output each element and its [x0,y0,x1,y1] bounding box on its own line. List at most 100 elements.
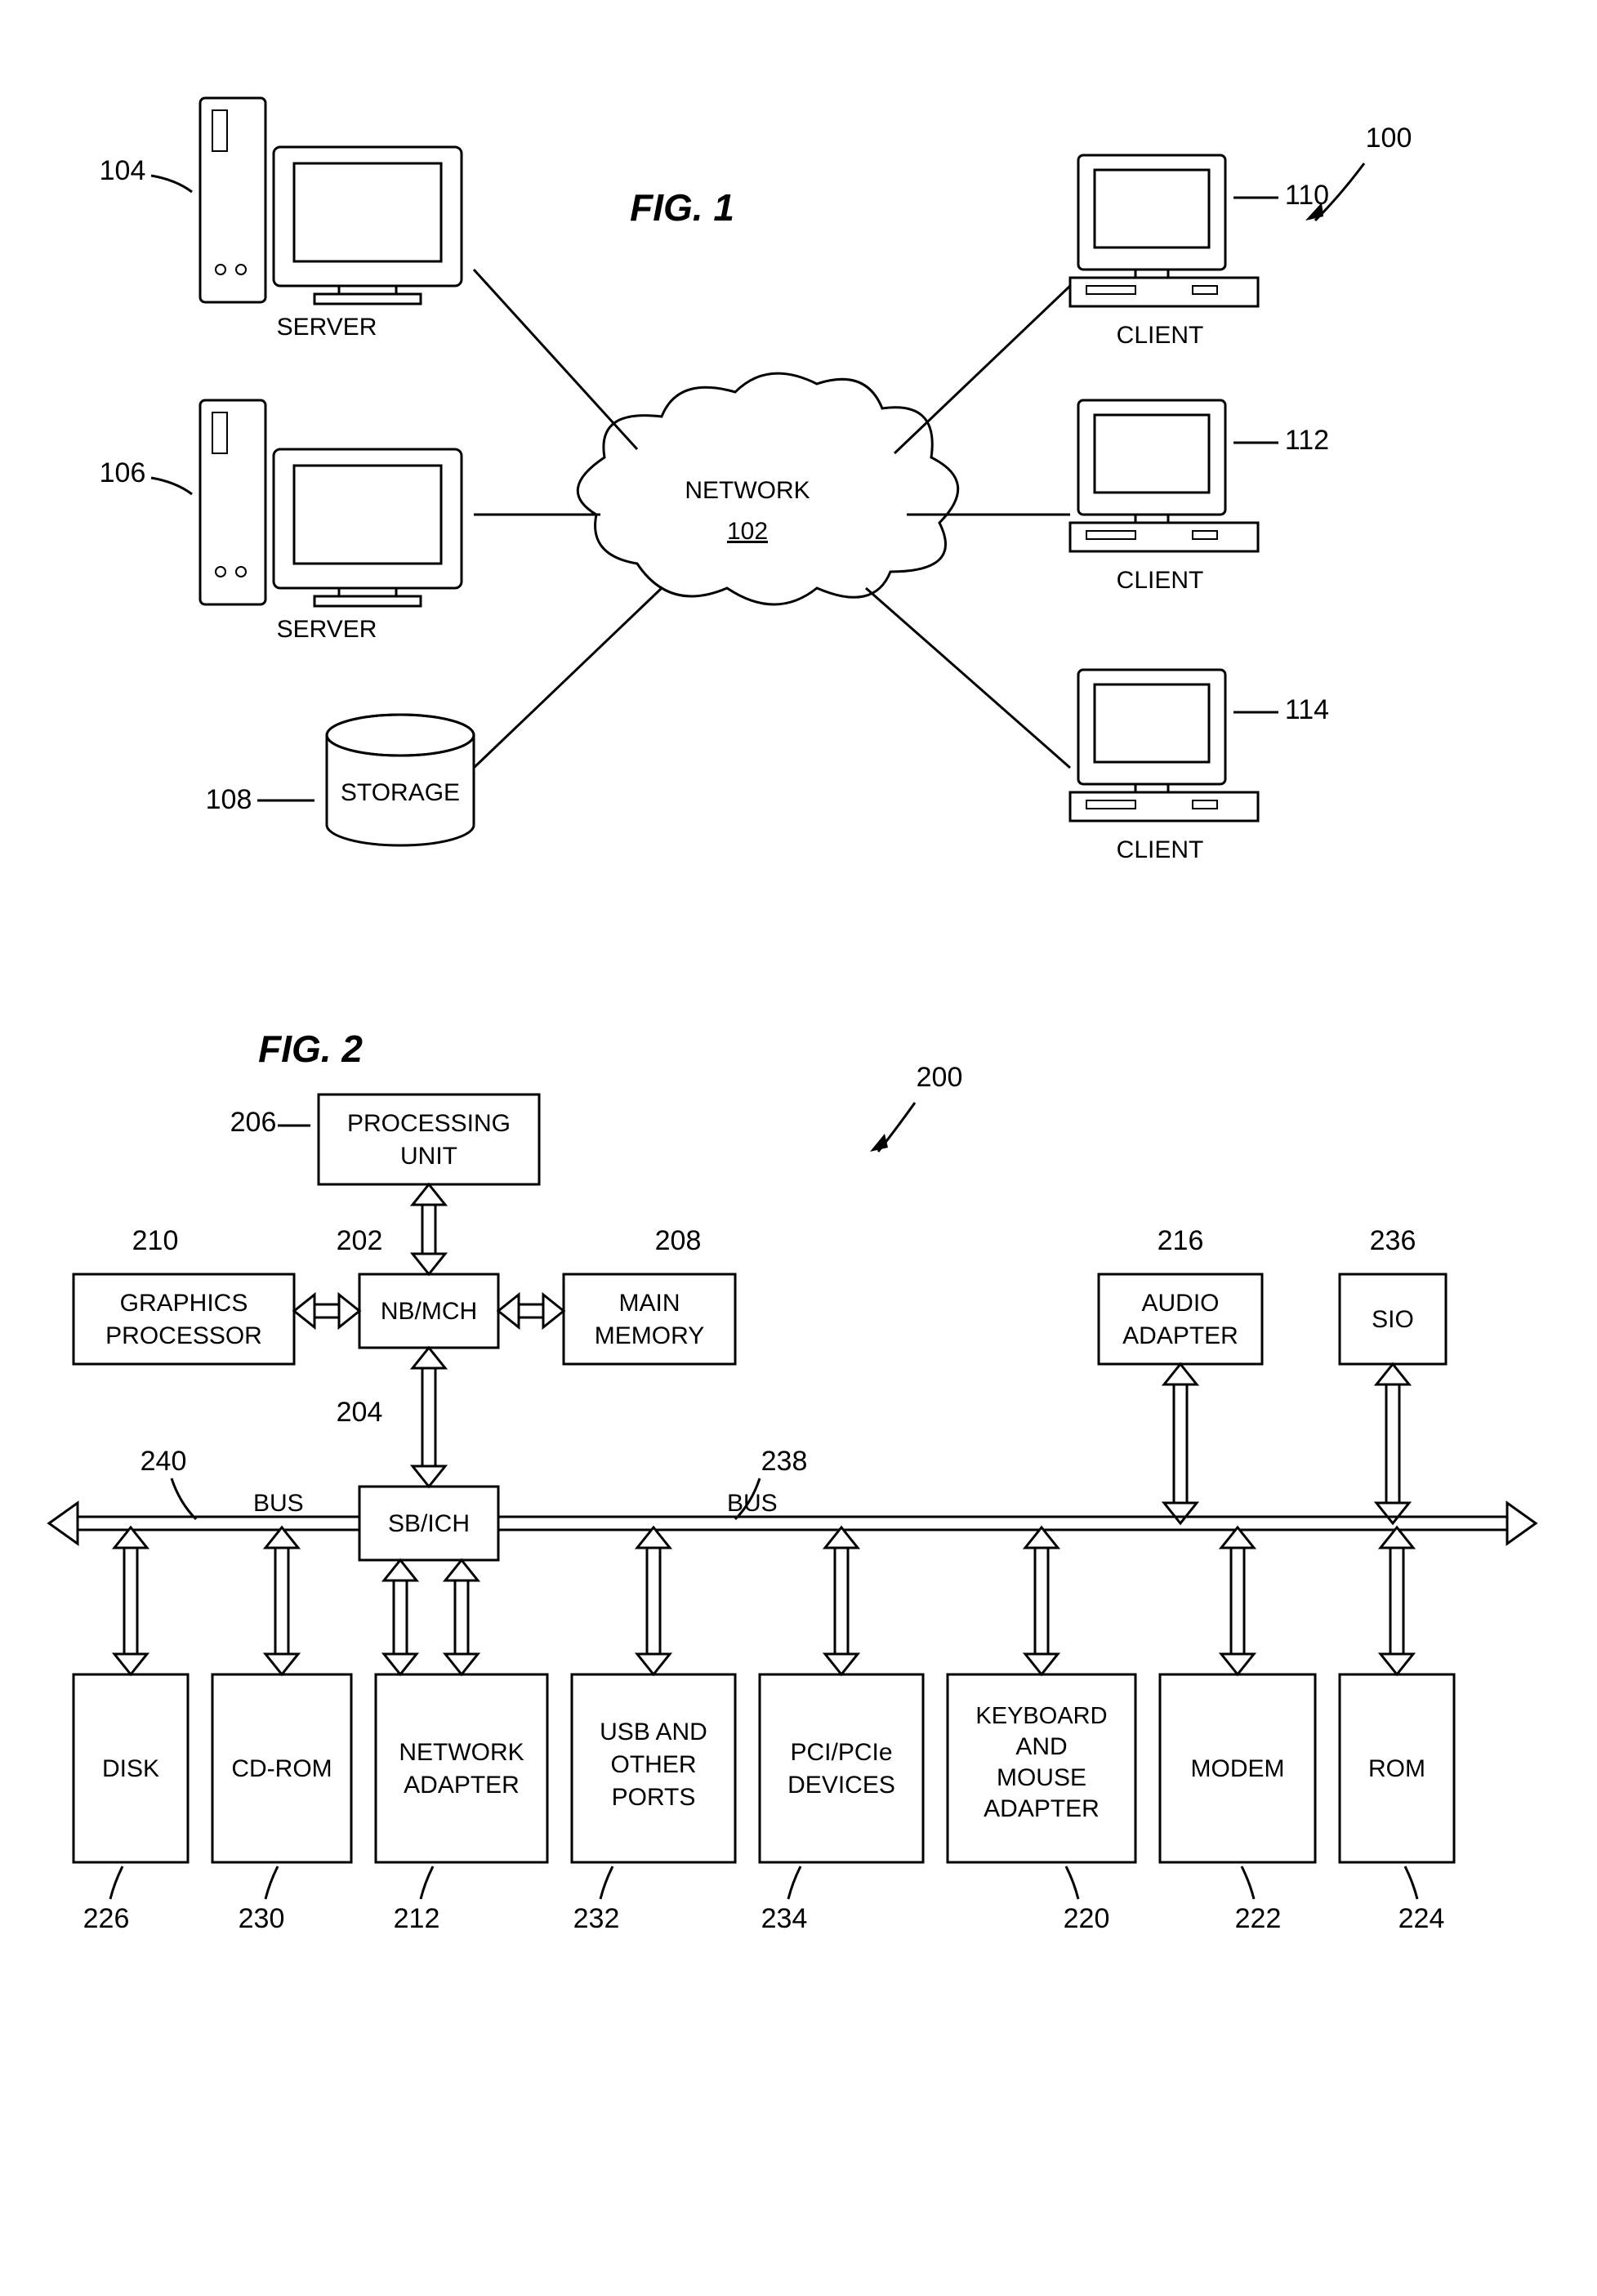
client3-label: CLIENT [1117,836,1204,863]
line-client3 [866,588,1070,768]
sio-ref: 236 [1370,1225,1416,1256]
fig2-system-arrowhead [870,1134,888,1152]
bus-right-ref: 238 [761,1446,808,1477]
audio-ref: 216 [1158,1225,1204,1256]
nbmch-ref: 202 [337,1225,383,1256]
sbich-ref: 204 [337,1397,383,1428]
sio-label: SIO [1372,1306,1414,1333]
disk-leader [110,1866,123,1899]
arrow-bus-pci [825,1527,858,1674]
usb-label1: USB AND [600,1719,707,1745]
modem-ref: 222 [1235,1903,1282,1934]
pci-ref: 234 [761,1903,808,1934]
na-label1: NETWORK [399,1739,524,1766]
rom-ref: 224 [1398,1903,1445,1934]
server1: SERVER 104 [100,98,462,341]
client1-ref: 110 [1285,180,1329,211]
network-ref: 102 [727,518,768,545]
arrow-nbmch-mem [498,1295,564,1327]
kbd-label3: MOUSE [997,1764,1086,1791]
arrow-bus-cdrom [265,1527,298,1674]
kbd-ref: 220 [1064,1903,1110,1934]
arrow-proc-nbmch [413,1184,445,1274]
network-label: NETWORK [685,477,810,504]
line-client1 [894,286,1070,453]
proc-label2: UNIT [400,1143,457,1170]
modem-label: MODEM [1191,1755,1285,1782]
client3: CLIENT 114 [1070,670,1329,863]
usb-label3: PORTS [612,1784,696,1811]
proc-label1: PROCESSING [347,1110,511,1137]
bus-left-ref: 240 [141,1446,187,1477]
storage-label: STORAGE [341,779,460,806]
kbd-label1: KEYBOARD [975,1703,1107,1729]
arrow-sbich-down2 [445,1560,478,1674]
network-cloud: NETWORK 102 [578,373,957,604]
kbd-label2: AND [1015,1733,1067,1760]
storage: STORAGE 108 [206,715,474,845]
proc-ref: 206 [230,1107,277,1138]
diagram-canvas: FIG. 1 100 NETWORK 102 [16,16,1597,2280]
fig2-title: FIG. 2 [258,1028,363,1070]
client2-ref: 112 [1285,425,1329,456]
arrow-bus-kbd [1025,1527,1058,1674]
nbmch-label: NB/MCH [381,1298,477,1325]
disk-ref: 226 [83,1903,130,1934]
fig2-group: FIG. 2 200 PROCESSING UNIT 206 NB/MCH 20… [49,1028,1536,1934]
gfx-label1: GRAPHICS [120,1290,248,1317]
audio-label2: ADAPTER [1122,1322,1238,1349]
client2: CLIENT 112 [1070,400,1329,594]
fig1-system-ref: 100 [1366,123,1412,154]
arrow-sio-bus [1376,1364,1409,1523]
arrow-bus-disk [114,1527,147,1674]
bus-left-leader [172,1478,196,1519]
usb-leader [600,1866,613,1899]
server1-label: SERVER [277,314,377,341]
storage-ref: 108 [206,784,252,815]
usb-label2: OTHER [611,1751,697,1778]
pci-label1: PCI/PCIe [790,1739,892,1766]
sbich-label: SB/ICH [388,1510,470,1537]
kbd-leader [1066,1866,1078,1899]
server2-leader [151,478,192,494]
audio-label1: AUDIO [1141,1290,1219,1317]
server2: SERVER 106 [100,400,462,643]
arrow-bus-modem [1221,1527,1254,1674]
client1: CLIENT 110 [1070,155,1329,349]
arrow-bus-usb [637,1527,670,1674]
cdrom-ref: 230 [239,1903,285,1934]
gfx-label2: PROCESSOR [105,1322,262,1349]
arrow-audio-bus [1164,1364,1197,1523]
pci-leader [788,1866,801,1899]
line-server1 [474,270,637,449]
fig2-system-ref: 200 [917,1062,963,1093]
arrow-bus-rom [1381,1527,1413,1674]
gfx-ref: 210 [132,1225,179,1256]
rom-label: ROM [1368,1755,1425,1782]
mem-label2: MEMORY [595,1322,704,1349]
kbd-label4: ADAPTER [984,1795,1100,1822]
line-storage [474,588,662,768]
arrow-nbmch-sbich [413,1348,445,1487]
bus-left-label: BUS [253,1490,304,1517]
server2-ref: 106 [100,457,146,488]
server1-ref: 104 [100,155,146,186]
cdrom-label: CD-ROM [231,1755,332,1782]
client3-ref: 114 [1285,694,1329,725]
arrow-sbich-down1 [384,1560,417,1674]
mem-ref: 208 [655,1225,702,1256]
client2-label: CLIENT [1117,567,1204,594]
pci-label2: DEVICES [787,1772,895,1799]
usb-ref: 232 [573,1903,620,1934]
fig1-group: FIG. 1 100 NETWORK 102 [100,98,1412,863]
na-label2: ADAPTER [404,1772,520,1799]
fig1-title: FIG. 1 [630,186,734,229]
mem-label1: MAIN [619,1290,680,1317]
client1-label: CLIENT [1117,322,1204,349]
rom-leader [1405,1866,1417,1899]
server1-leader [151,176,192,192]
na-ref: 212 [394,1903,440,1934]
modem-leader [1242,1866,1254,1899]
arrow-gfx-nbmch [294,1295,359,1327]
cdrom-leader [265,1866,278,1899]
